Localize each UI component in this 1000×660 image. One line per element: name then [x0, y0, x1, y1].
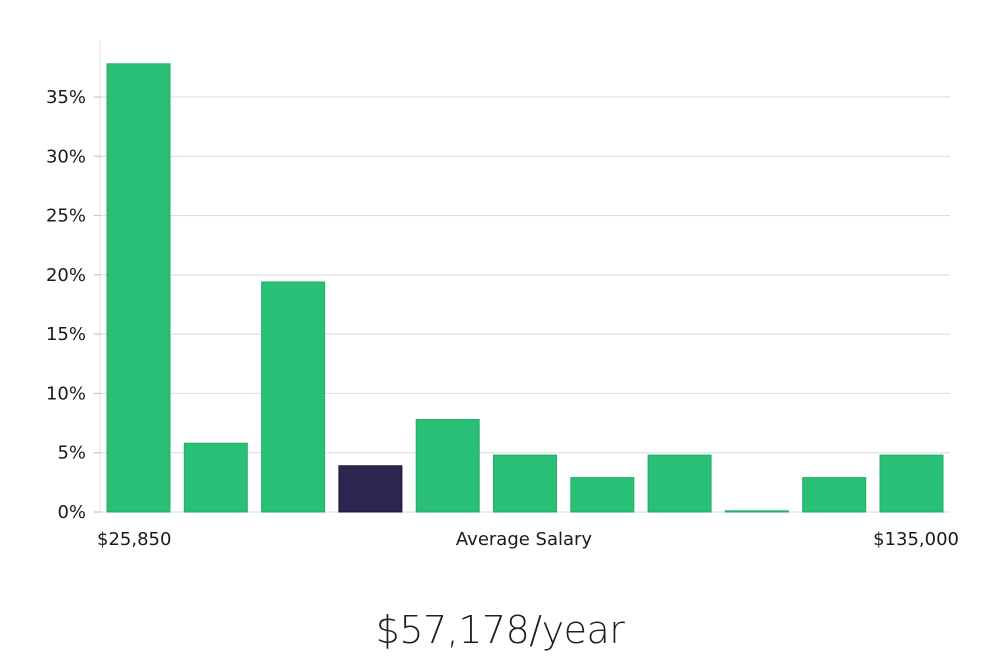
bar [261, 281, 326, 513]
y-tick-labels: 0% 5% 10% 15% 20% 25% 30% 35% [46, 87, 100, 523]
bar [879, 454, 944, 513]
x-axis-title: Average Salary [455, 529, 593, 550]
bar [570, 477, 635, 513]
bars [106, 63, 944, 513]
bar [493, 454, 557, 513]
bar [106, 63, 171, 513]
bar [802, 477, 867, 513]
y-tick-label: 10% [46, 383, 86, 404]
average-salary-value: $57,178/year [375, 608, 625, 652]
bar [183, 442, 248, 513]
y-tick-label: 5% [57, 443, 86, 464]
bar [415, 419, 480, 513]
bar [724, 510, 789, 513]
x-axis-max-label: $135,000 [873, 529, 959, 550]
y-tick-label: 30% [46, 146, 86, 167]
x-axis-min-label: $25,850 [97, 529, 172, 550]
y-tick-label: 20% [46, 265, 86, 286]
y-tick-label: 25% [46, 206, 86, 227]
y-tick-label: 15% [46, 324, 86, 345]
y-tick-label: 0% [57, 502, 86, 523]
bar [647, 454, 712, 513]
y-tick-label: 35% [46, 87, 86, 108]
bar-highlighted [338, 465, 403, 513]
